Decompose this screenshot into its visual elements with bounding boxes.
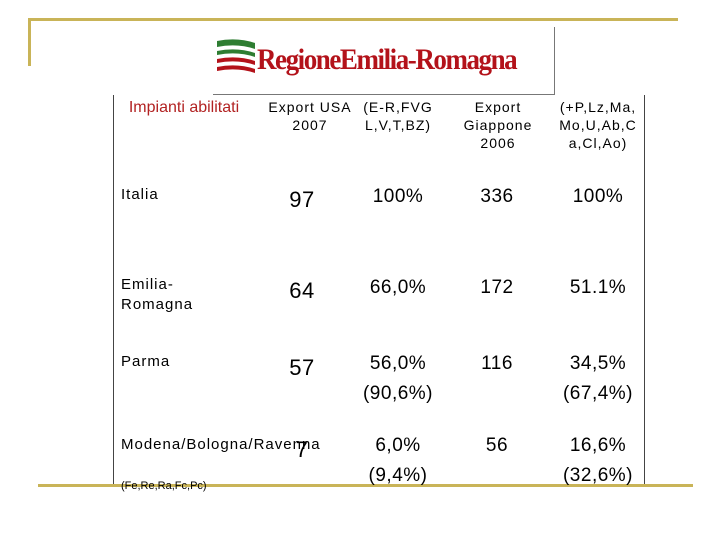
cell-italia-jp-pct: 100% bbox=[572, 186, 624, 207]
frame-top-line bbox=[28, 18, 678, 21]
row-label-italia: Italia bbox=[121, 186, 159, 203]
regione-logo: RegioneEmilia-Romagna bbox=[213, 27, 555, 95]
header-impianti: Impianti abilitati bbox=[128, 99, 240, 116]
cell-parma-usa-pct: 56,0% (90,6%) bbox=[362, 353, 434, 405]
cell-modena-usa: 7 bbox=[295, 437, 309, 462]
cell-parma-jp-pct: 34,5% (67,4%) bbox=[562, 353, 634, 405]
regione-logo-text: RegioneEmilia-Romagna bbox=[257, 43, 518, 76]
frame-left-line bbox=[28, 18, 31, 66]
cell-parma-usa: 57 bbox=[289, 355, 315, 380]
cell-emilia-jp-pct: 51.1% bbox=[569, 277, 627, 298]
header-export-giappone: Export Giappone 2006 bbox=[463, 99, 533, 152]
cell-modena-jp-pct: 16,6% (32,6%) bbox=[562, 435, 634, 487]
cell-italia-usa-pct: 100% bbox=[372, 186, 424, 207]
header-giappone-regions: (+P,Lz,Ma, Mo,U,Ab,C a,Cl,Ao) bbox=[559, 99, 637, 152]
cell-modena-jp: 56 bbox=[485, 435, 509, 456]
regione-flag-icon bbox=[215, 35, 257, 75]
row-sublabel-provinces: (Fe,Re,Ra,Fc,Pc) bbox=[121, 480, 207, 492]
cell-modena-usa-pct: 6,0% (9,4%) bbox=[368, 435, 428, 487]
cell-parma-jp: 116 bbox=[481, 353, 513, 374]
row-label-emilia-romagna: Emilia-Romagna bbox=[121, 276, 194, 313]
frame-bottom-line bbox=[38, 484, 693, 487]
header-usa-regions: (E-R,FVG L,V,T,BZ) bbox=[363, 99, 433, 134]
cell-emilia-jp: 172 bbox=[480, 277, 514, 298]
header-export-usa: Export USA 2007 bbox=[268, 99, 352, 134]
row-label-parma: Parma bbox=[121, 353, 171, 370]
row-label-modena-bologna-ravenna: Modena/Bologna/Ravenna bbox=[121, 436, 321, 453]
cell-italia-usa: 97 bbox=[289, 187, 315, 212]
cell-emilia-usa-pct: 66,0% bbox=[369, 277, 427, 298]
cell-emilia-usa: 64 bbox=[289, 278, 315, 303]
data-table bbox=[113, 95, 645, 484]
cell-italia-jp: 336 bbox=[480, 186, 514, 207]
